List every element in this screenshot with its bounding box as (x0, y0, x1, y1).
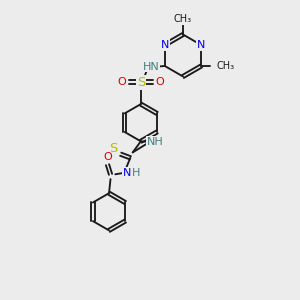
Text: N: N (160, 40, 169, 50)
Text: HN: HN (142, 61, 159, 72)
Text: NH: NH (147, 137, 164, 147)
Text: H: H (131, 168, 140, 178)
Text: N: N (197, 40, 206, 50)
Text: O: O (118, 77, 126, 87)
Text: S: S (109, 142, 117, 155)
Text: CH₃: CH₃ (174, 14, 192, 25)
Text: S: S (136, 76, 145, 89)
Text: CH₃: CH₃ (217, 61, 235, 71)
Text: O: O (155, 77, 164, 87)
Text: N: N (122, 168, 131, 178)
Text: O: O (103, 152, 112, 163)
